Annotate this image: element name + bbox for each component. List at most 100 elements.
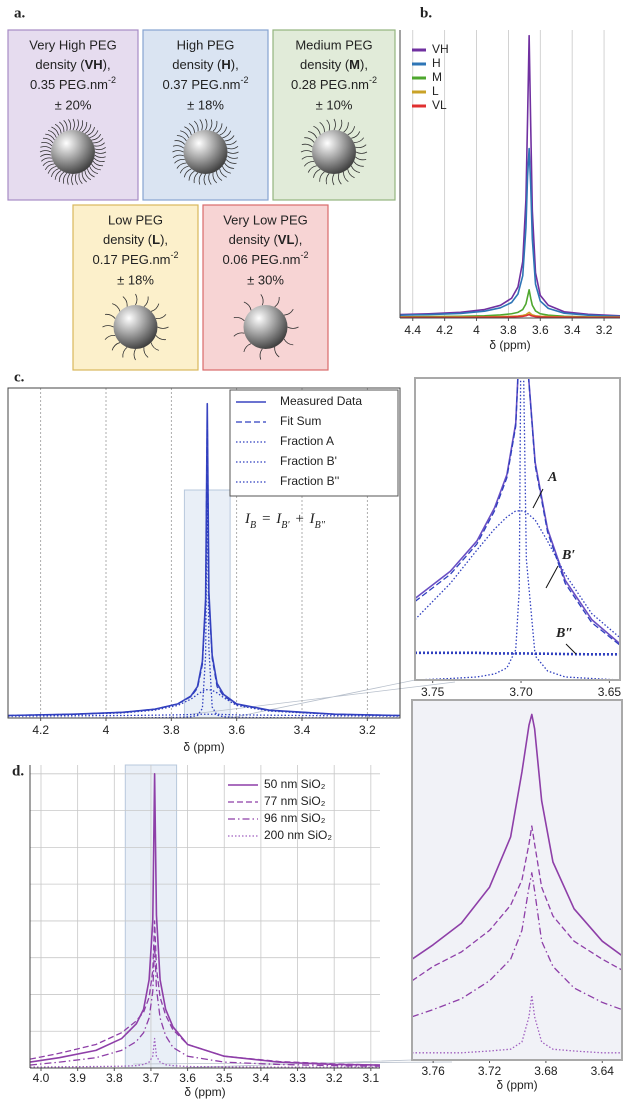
x-tick-label: 3.4	[564, 323, 581, 337]
peg-chain	[212, 172, 218, 184]
superscript: -2	[301, 250, 309, 260]
peak-annotation: B′	[561, 548, 575, 563]
peg-chain	[143, 296, 149, 307]
box-text-part: 0.28 PEG.nm	[291, 77, 369, 92]
peg-chain	[243, 301, 252, 311]
peak-annotation: B″	[555, 626, 573, 641]
panel-label: b.	[420, 5, 432, 21]
peg-chain	[224, 135, 235, 142]
peg-chain	[54, 170, 62, 180]
peg-chain	[84, 170, 92, 181]
spectrum-line	[30, 943, 380, 1067]
formula-part: +	[294, 511, 304, 527]
nanoparticle	[51, 130, 95, 174]
spectrum-line	[400, 313, 620, 318]
peg-chain	[180, 130, 190, 139]
legend-label: VL	[432, 98, 447, 112]
peg-chain	[172, 150, 184, 153]
formula-part: =	[261, 511, 271, 527]
peg-chain	[307, 165, 317, 173]
x-tick-label: 4.4	[404, 323, 421, 337]
peg-chain	[343, 122, 349, 133]
peg-chain	[193, 172, 199, 184]
peg-chain	[179, 165, 189, 174]
x-tick-label: 3.6	[228, 723, 245, 737]
legend-box	[229, 389, 399, 497]
x-tick-label: 4.2	[32, 723, 49, 737]
x-tick-label: 3.75	[421, 685, 445, 699]
peg-chain	[183, 168, 192, 178]
peg-chain	[319, 121, 325, 133]
box-line: 0.06 PEG.nm-2	[222, 250, 308, 267]
peg-chain	[225, 159, 237, 164]
formula-part: I	[309, 511, 316, 527]
peg-chain	[338, 173, 342, 185]
legend-label: VH	[432, 42, 449, 56]
spectrum-line	[30, 920, 380, 1066]
peg-chain	[332, 173, 335, 186]
peg-chain	[351, 131, 361, 139]
peg-chain	[111, 342, 121, 351]
spectrum-line	[415, 378, 620, 646]
box-text-part: ),	[231, 57, 239, 72]
x-tick-label: 3.9	[69, 1071, 86, 1085]
box-line: density (VH),	[35, 57, 110, 72]
box-line: Low PEG	[108, 212, 163, 227]
panel-label: a.	[14, 5, 26, 21]
x-tick-label: 3.6	[179, 1071, 196, 1085]
peg-chain	[338, 119, 343, 131]
peg-chain	[274, 296, 280, 308]
x-tick-label: 3.5	[216, 1071, 233, 1085]
peg-chain	[102, 325, 114, 328]
x-tick-label: 3.8	[106, 1071, 123, 1085]
legend-label: L	[432, 84, 439, 98]
peg-chain	[209, 119, 213, 131]
peg-chain	[157, 326, 169, 329]
spectrum-line	[415, 651, 620, 656]
legend-label: H	[432, 56, 441, 70]
box-text-part: ),	[160, 232, 168, 247]
x-axis-label: δ (ppm)	[496, 1078, 537, 1092]
box-line: ± 20%	[55, 97, 92, 112]
peg-chain	[44, 163, 55, 171]
superscript: -2	[369, 75, 377, 85]
peg-chain	[74, 173, 79, 185]
peg-chain	[42, 160, 54, 166]
box-line: 0.17 PEG.nm-2	[92, 250, 178, 267]
peg-chain	[143, 347, 149, 358]
peg-chain	[58, 171, 65, 183]
peg-chain	[205, 118, 208, 131]
peg-chain	[308, 131, 318, 139]
peg-chain	[59, 121, 65, 133]
formula-subscript: B	[250, 520, 256, 531]
box-text-part: M	[349, 57, 360, 72]
peg-chain	[92, 138, 104, 144]
peg-chain	[174, 158, 185, 164]
box-text-part: 0.17 PEG.nm	[92, 252, 170, 267]
spectrum-line	[412, 994, 622, 1054]
peg-chain	[319, 171, 325, 182]
x-tick-label: 3.70	[509, 685, 533, 699]
peg-chain	[72, 118, 75, 131]
peg-chain	[92, 160, 104, 167]
peg-chain	[219, 168, 227, 178]
spectrum-line	[400, 288, 620, 318]
legend-label: Fraction B'	[280, 454, 337, 468]
box-text-part: L	[152, 232, 160, 247]
peg-chain	[40, 146, 52, 150]
legend-label: 200 nm SiO₂	[264, 828, 332, 842]
box-line: 0.37 PEG.nm-2	[162, 75, 248, 92]
x-tick-label: 4.0	[33, 1071, 50, 1085]
box-text-part: density (	[300, 57, 350, 72]
inset-background	[412, 700, 622, 1060]
spectrum-line	[400, 147, 620, 318]
peg-chain	[78, 120, 84, 132]
spectrum-line	[30, 773, 380, 1066]
zoom-connector	[192, 679, 456, 719]
box-line: 0.28 PEG.nm-2	[291, 75, 377, 92]
peg-chain	[226, 155, 239, 159]
peg-chain	[219, 126, 228, 136]
peg-chain	[155, 314, 167, 320]
peg-chain	[227, 151, 239, 154]
